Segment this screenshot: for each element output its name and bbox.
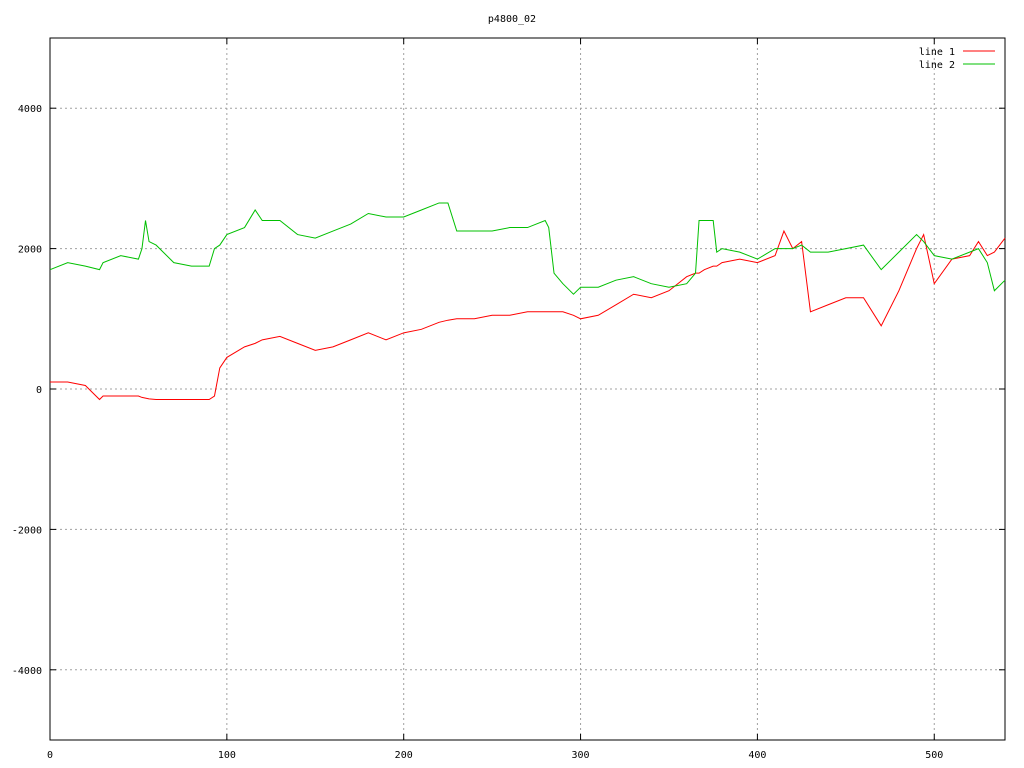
y-tick-label: -4000 bbox=[12, 666, 42, 677]
x-tick-label: 500 bbox=[925, 750, 943, 761]
x-tick-label: 0 bbox=[47, 750, 53, 761]
x-tick-label: 300 bbox=[572, 750, 590, 761]
plot-border bbox=[49, 37, 1006, 741]
legend-label: line 2 bbox=[919, 60, 955, 71]
y-tick-label: 4000 bbox=[18, 104, 42, 115]
chart-title: p4800_02 bbox=[488, 14, 536, 25]
y-tick-label: -2000 bbox=[12, 525, 42, 536]
data-line bbox=[49, 202, 1006, 295]
legend-label: line 1 bbox=[919, 47, 955, 58]
x-tick-label: 100 bbox=[218, 750, 236, 761]
data-line bbox=[50, 229, 1006, 401]
x-tick-label: 400 bbox=[748, 750, 766, 761]
y-tick-label: 2000 bbox=[18, 245, 42, 256]
y-tick-label: 0 bbox=[36, 385, 42, 396]
x-tick-label: 200 bbox=[395, 750, 413, 761]
